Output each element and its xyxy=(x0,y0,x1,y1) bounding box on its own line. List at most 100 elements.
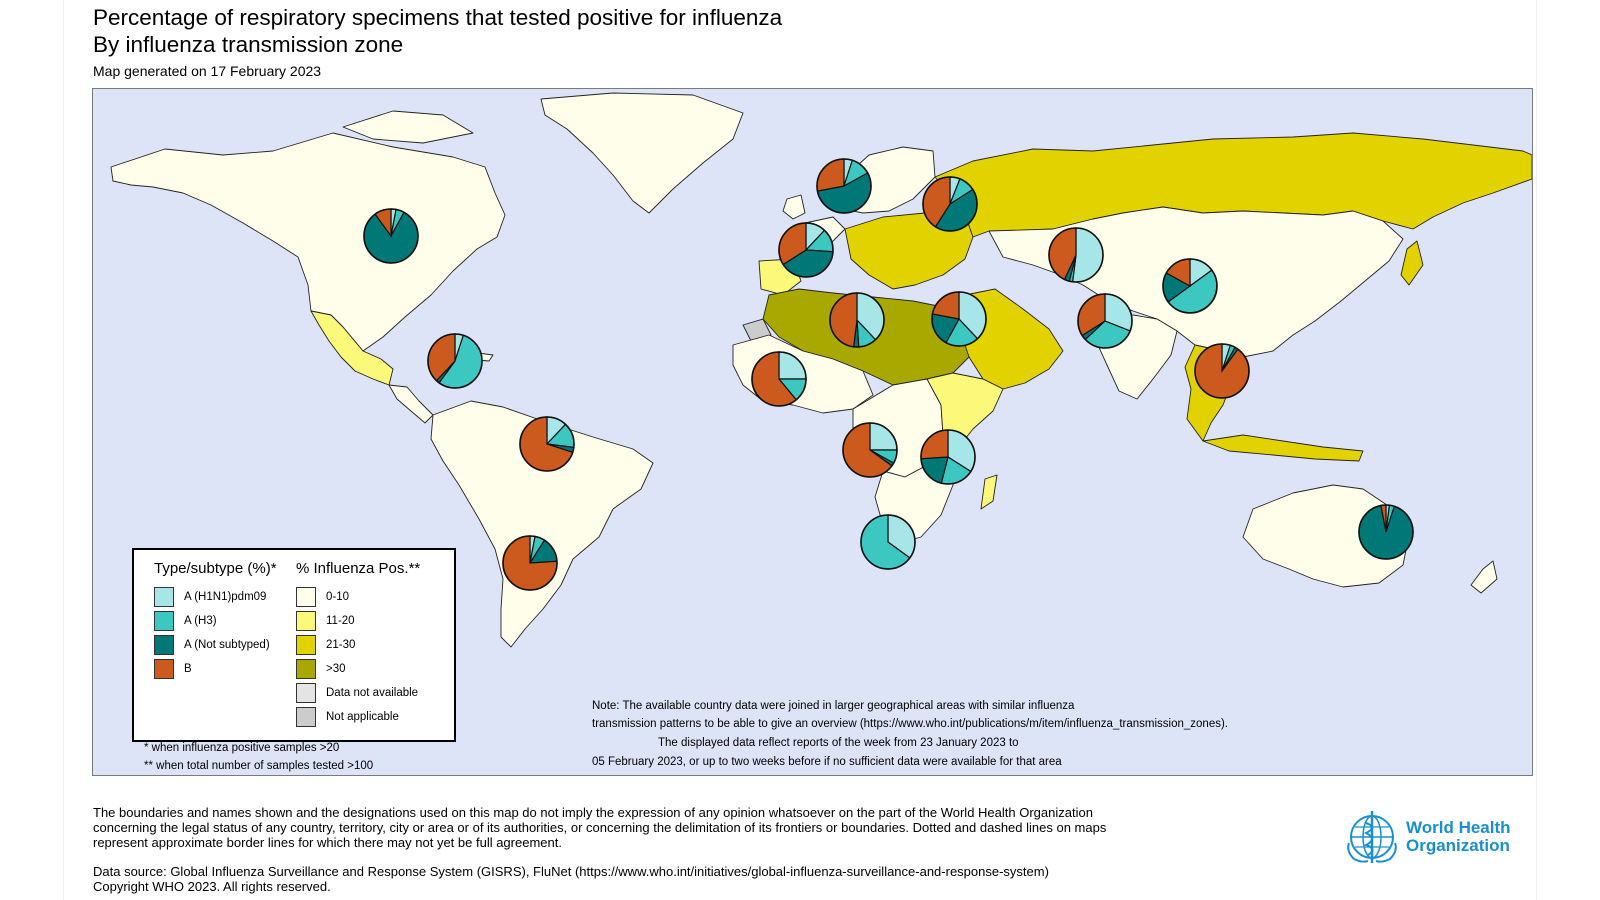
pie-central-america-caribbean xyxy=(427,333,483,389)
legend-pos-11-20-label: 11-20 xyxy=(326,615,355,627)
land-madagascar xyxy=(980,474,998,510)
copyright: Copyright WHO 2023. All rights reserved. xyxy=(93,879,331,894)
legend-pos-gt30: >30 xyxy=(296,658,346,680)
pie-outline-central-asia xyxy=(1048,227,1104,283)
land-canada-islands xyxy=(342,110,474,144)
legend-data-not-available: Data not available xyxy=(296,682,418,704)
legend-not-applicable: Not applicable xyxy=(296,706,399,728)
land-new-zealand xyxy=(1470,560,1498,594)
pie-eastern-asia xyxy=(1162,258,1218,314)
swatch-b xyxy=(154,659,174,679)
pie-outline-southern-africa xyxy=(860,514,916,570)
pie-eastern-africa xyxy=(920,429,976,485)
land-north-america xyxy=(110,132,506,352)
disclaimer-line-3: represent approximate border lines for w… xyxy=(93,835,562,850)
pie-outline-central-america-caribbean xyxy=(427,333,483,389)
legend-b-label: B xyxy=(184,663,192,675)
swatch-h1n1 xyxy=(154,587,174,607)
legend-h1n1-label: A (H1N1)pdm09 xyxy=(184,591,267,603)
swatch-pos-0-10 xyxy=(296,587,316,607)
swatch-pos-11-20 xyxy=(296,611,316,631)
legend-pos-0-10-label: 0-10 xyxy=(326,591,350,603)
pie-outline-eastern-asia xyxy=(1162,258,1218,314)
who-logo: World Health Organization xyxy=(1344,809,1511,865)
pie-middle-africa xyxy=(842,422,898,478)
swatch-not-subtyped xyxy=(154,635,174,655)
legend-pos-gt30-label: >30 xyxy=(326,663,346,675)
swatch-h3 xyxy=(154,611,174,631)
pie-north-america xyxy=(363,208,419,264)
legend-type-heading: Type/subtype (%)* xyxy=(154,560,277,577)
pie-eastern-europe xyxy=(922,176,978,232)
legend-h1n1: A (H1N1)pdm09 xyxy=(154,586,266,608)
footnote-samples-tested: ** when total number of samples tested >… xyxy=(144,760,374,772)
pie-outline-south-west-europe xyxy=(778,222,834,278)
legend-not-subtyped-label: A (Not subtyped) xyxy=(184,639,270,651)
pie-outline-western-africa xyxy=(751,351,807,407)
disclaimer-line-1: The boundaries and names shown and the d… xyxy=(93,805,1093,820)
who-logo-line-1: World Health xyxy=(1406,818,1511,837)
pie-outline-tropical-south-america xyxy=(519,416,575,472)
legend-pos-21-30: 21-30 xyxy=(296,634,355,656)
note-line-3: The displayed data reflect reports of th… xyxy=(658,737,1019,749)
legend-pos-11-20: 11-20 xyxy=(296,610,355,632)
legend-b: B xyxy=(154,658,192,680)
pie-western-asia xyxy=(931,291,987,347)
pie-outline-middle-africa xyxy=(842,422,898,478)
pie-south-east-asia xyxy=(1194,343,1250,399)
pie-outline-eastern-africa xyxy=(920,429,976,485)
page-edge-left xyxy=(63,0,64,900)
pie-southern-africa xyxy=(860,514,916,570)
land-central-america xyxy=(388,384,434,424)
pie-outline-northern-africa xyxy=(829,292,885,348)
legend: Type/subtype (%)* % Influenza Pos.** A (… xyxy=(132,548,456,742)
legend-pos-0-10: 0-10 xyxy=(296,586,349,608)
map-subtitle: By influenza transmission zone xyxy=(93,32,404,57)
legend-h3: A (H3) xyxy=(154,610,217,632)
pie-outline-temperate-south-america xyxy=(502,535,558,591)
legend-not-subtyped: A (Not subtyped) xyxy=(154,634,270,656)
pie-outline-western-asia xyxy=(931,291,987,347)
pie-tropical-south-america xyxy=(519,416,575,472)
pie-northern-africa xyxy=(829,292,885,348)
land-japan xyxy=(1400,240,1424,286)
swatch-pos-21-30 xyxy=(296,635,316,655)
legend-data-not-available-label: Data not available xyxy=(326,687,419,699)
note-line-2: transmission patterns to be able to give… xyxy=(592,718,1228,730)
disclaimer-line-2: concerning the legal status of any count… xyxy=(93,820,1107,835)
land-greenland xyxy=(540,92,744,214)
pie-western-africa xyxy=(751,351,807,407)
pie-outline-oceania-melanesia-polynesia xyxy=(1358,504,1414,560)
land-south-america xyxy=(430,400,654,648)
legend-pos-heading: % Influenza Pos.** xyxy=(296,560,421,577)
who-logo-line-2: Organization xyxy=(1406,836,1510,855)
pie-outline-south-east-asia xyxy=(1194,343,1250,399)
swatch-data-not-available xyxy=(296,683,316,703)
legend-h3-label: A (H3) xyxy=(184,615,217,627)
land-indonesia xyxy=(1202,434,1364,462)
who-logo-text: World Health Organization xyxy=(1406,819,1511,855)
land-australia xyxy=(1242,484,1410,588)
data-source: Data source: Global Influenza Surveillan… xyxy=(93,864,1049,879)
legend-not-applicable-label: Not applicable xyxy=(326,711,399,723)
pie-slice-northern-europe-b xyxy=(816,158,845,192)
pie-outline-southern-asia xyxy=(1077,293,1133,349)
pie-central-asia xyxy=(1048,227,1104,283)
map-title: Percentage of respiratory specimens that… xyxy=(93,5,783,30)
pie-outline-northern-europe xyxy=(816,158,872,214)
page-edge-right xyxy=(1536,0,1537,900)
pie-outline-north-america xyxy=(363,208,419,264)
land-uk xyxy=(782,194,806,220)
pie-layer xyxy=(363,158,1414,591)
generated-date: Map generated on 17 February 2023 xyxy=(93,63,322,79)
map-svg xyxy=(110,92,1532,648)
pie-northern-europe xyxy=(816,158,872,214)
swatch-not-applicable xyxy=(296,707,316,727)
pie-outline-eastern-europe xyxy=(922,176,978,232)
pie-south-west-europe xyxy=(778,222,834,278)
pie-temperate-south-america xyxy=(502,535,558,591)
swatch-pos-gt30 xyxy=(296,659,316,679)
note-line-4: 05 February 2023, or up to two weeks bef… xyxy=(592,756,1062,768)
pie-oceania-melanesia-polynesia xyxy=(1358,504,1414,560)
legend-pos-21-30-label: 21-30 xyxy=(326,639,356,651)
